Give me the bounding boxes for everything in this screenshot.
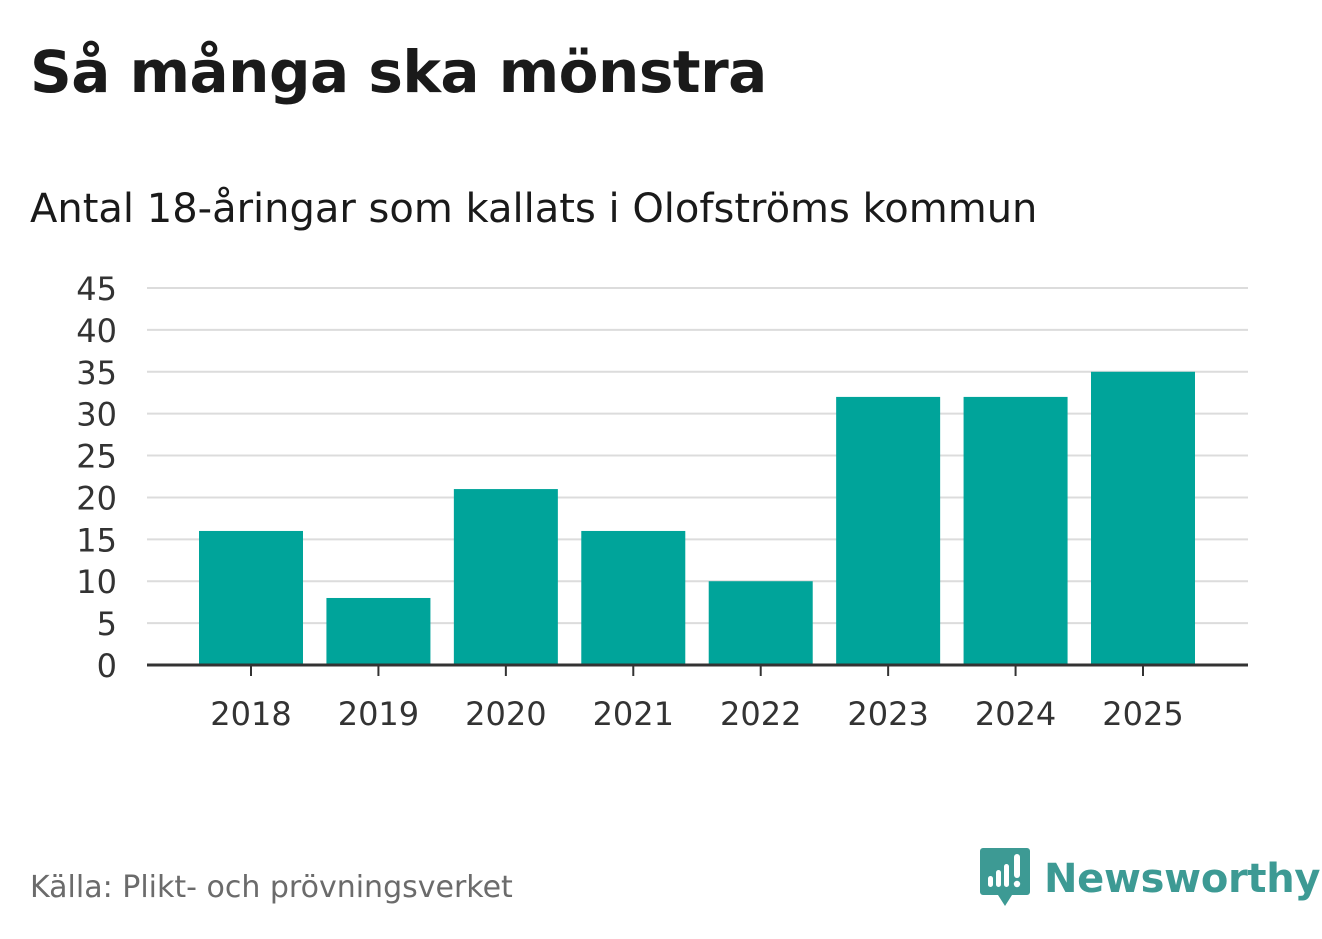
chart-subtitle: Antal 18-åringar som kallats i Olofström… [30, 186, 1038, 232]
bar-2025 [1091, 371, 1195, 665]
chart-title: Så många ska mönstra [30, 38, 767, 106]
x-tick-label: 2020 [465, 695, 546, 733]
axes [147, 663, 1248, 676]
bars [199, 371, 1195, 665]
newsworthy-logo-icon [980, 848, 1030, 906]
x-tick-label: 2025 [1102, 695, 1183, 733]
y-tick-label: 10 [76, 563, 117, 601]
bar-2022 [708, 581, 813, 665]
brand-name: Newsworthy [1044, 856, 1321, 902]
bar-2020 [453, 489, 558, 665]
tick-labels: 0 5 10 15 2025 30 35 40 45 2018 2019 2020 2021 2022 20… [76, 270, 1183, 733]
y-tick-label: 20 [76, 479, 117, 517]
x-tick-label: 2023 [847, 695, 928, 733]
y-tick-label: 35 [76, 354, 117, 392]
grid-lines [147, 287, 1248, 625]
y-tick-label: 30 [76, 396, 117, 434]
bar-2019 [326, 597, 431, 665]
x-tick-label: 2021 [593, 695, 674, 733]
brand-logo: Newsworthy [980, 848, 1321, 910]
bar-2023 [836, 396, 941, 665]
bar-2024 [963, 396, 1068, 665]
y-tick-label: 15 [76, 521, 117, 559]
y-tick-label: 25 [76, 438, 117, 476]
y-tick-label: 0 [97, 647, 117, 685]
bar-2018 [199, 530, 303, 665]
y-tick-label: 45 [76, 270, 117, 308]
y-tick-label: 40 [76, 312, 117, 350]
bar-chart: 0 5 10 15 2025 30 35 40 45 2018 2019 2020 2021 2022 20… [76, 270, 1248, 733]
x-tick-label: 2024 [975, 695, 1056, 733]
source-note: Källa: Plikt- och prövningsverket [30, 870, 513, 905]
bar-2021 [581, 530, 686, 665]
y-tick-label: 5 [97, 605, 117, 643]
x-tick-label: 2018 [210, 695, 291, 733]
x-tick-label: 2019 [338, 695, 419, 733]
x-tick-label: 2022 [720, 695, 801, 733]
